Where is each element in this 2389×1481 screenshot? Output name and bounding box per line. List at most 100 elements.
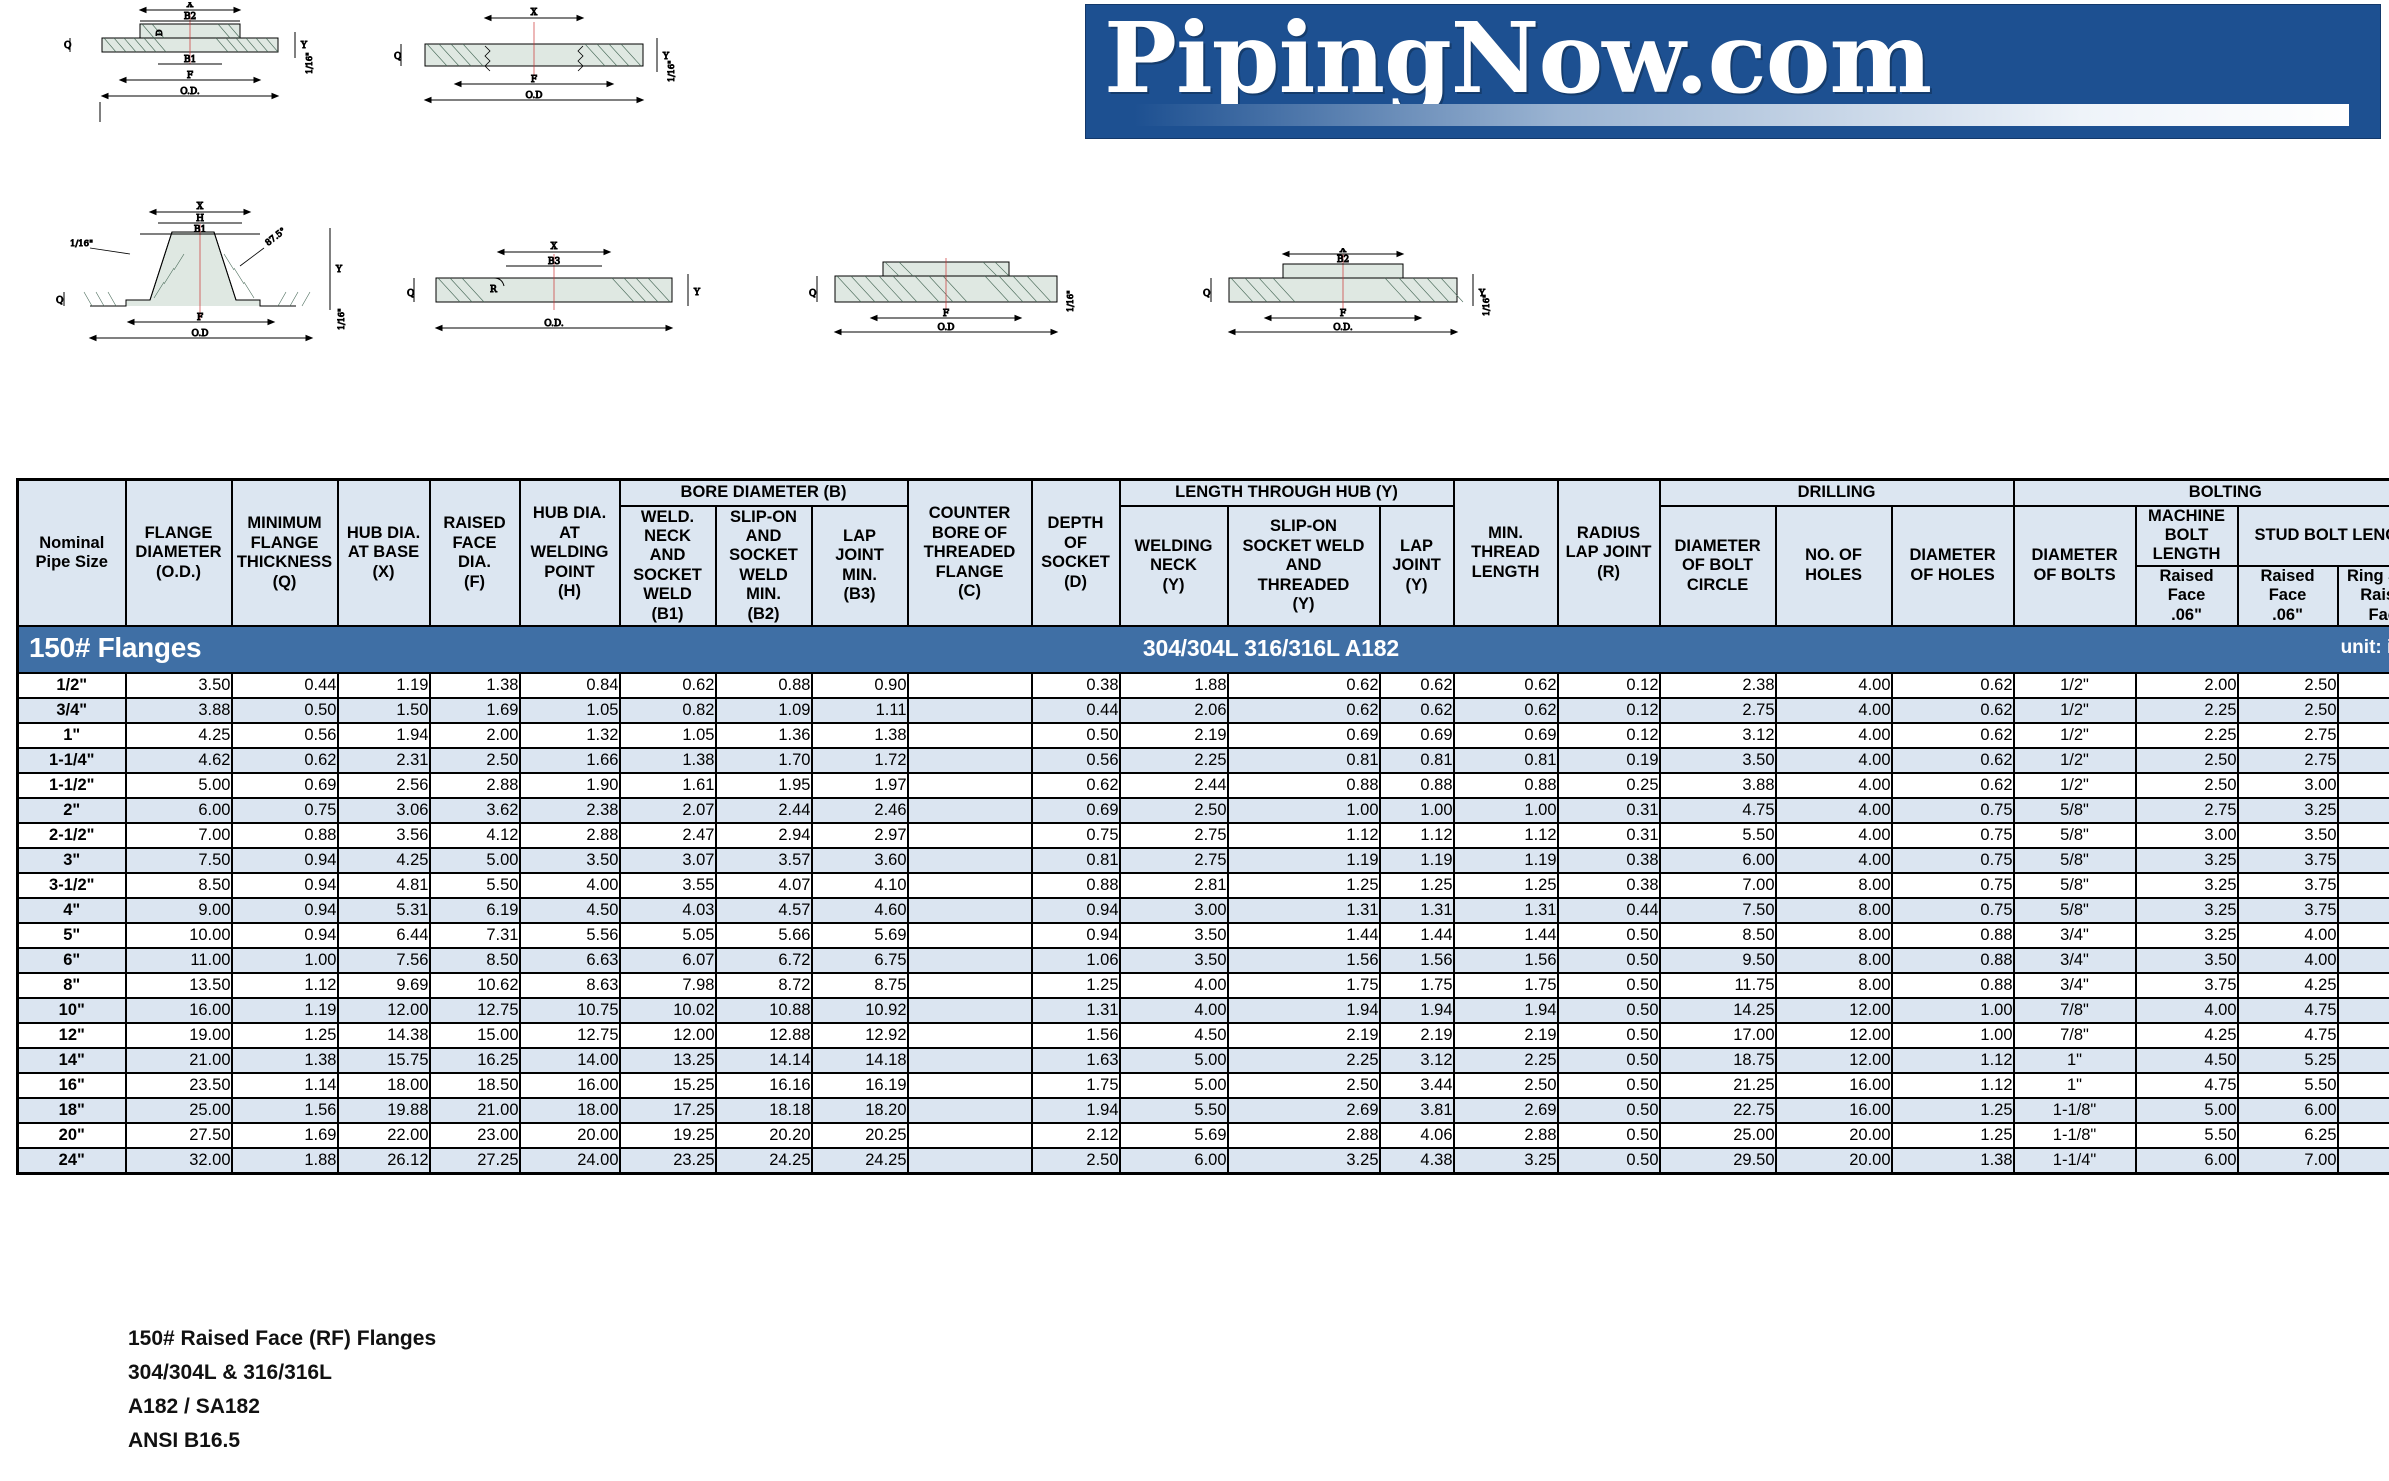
table-cell: [906, 697, 1033, 725]
table-cell: 2.50: [2236, 672, 2339, 700]
table-cell: 10.00: [124, 922, 233, 950]
table-cell: [906, 722, 1033, 750]
table-title-band: 150# Flanges unit: inch 304/304L 316/316…: [16, 625, 2389, 675]
table-cell: 2.88: [1452, 1122, 1559, 1150]
table-cell: 8.63: [518, 972, 621, 1000]
table-cell: 0.75: [1890, 822, 2015, 850]
table-cell: 2.81: [1118, 872, 1229, 900]
table-cell: 2.07: [618, 797, 717, 825]
table-cell: 3.00: [1118, 897, 1229, 925]
table-cell: 18.00: [336, 1072, 431, 1100]
svg-text:Q: Q: [407, 289, 414, 299]
table-cell: 0.88: [1378, 772, 1455, 800]
table-cell: 1.06: [1030, 947, 1121, 975]
table-cell: 0.50: [1556, 922, 1661, 950]
table-cell: 4.00: [2336, 822, 2389, 850]
table-cell: 4.25: [336, 847, 431, 875]
svg-text:B2: B2: [1337, 255, 1349, 265]
table-cell: 12.00: [618, 1022, 717, 1050]
table-row: 14" 21.00 1.38 15.75 16.25 14.00 13.25 14.14 14.…: [16, 1047, 2389, 1075]
table-cell: 8.50: [1658, 922, 1777, 950]
table-cell: 18.75: [1658, 1047, 1777, 1075]
subgroup-machine-bolt-length: MACHINE BOLT LENGTH: [2134, 504, 2239, 567]
group-bolting: BOLTING: [2012, 478, 2389, 507]
table-cell: 3.75: [2236, 897, 2339, 925]
table-cell: 9.69: [336, 972, 431, 1000]
table-cell: 1.38: [618, 747, 717, 775]
table-cell: 4.75: [2336, 972, 2389, 1000]
table-cell: 5.25: [2336, 1022, 2389, 1050]
table-cell: 12.75: [428, 997, 521, 1025]
table-cell: 6.00: [124, 797, 233, 825]
table-cell: 26.12: [336, 1147, 431, 1175]
col-bore-weld-neck-socket-weld: WELD. NECK AND SOCKET WELD (B1): [618, 504, 717, 628]
table-cell: 7.50: [124, 847, 233, 875]
table-cell: [906, 772, 1033, 800]
table-cell: 21.00: [428, 1097, 521, 1125]
table-cell: 0.69: [1452, 722, 1559, 750]
footer-line-1: 150# Raised Face (RF) Flanges: [128, 1327, 437, 1350]
table-cell: 3.50: [518, 847, 621, 875]
table-cell: 1.00: [1226, 797, 1381, 825]
table-cell: 18.00: [518, 1097, 621, 1125]
table-cell: 3.12: [1658, 722, 1777, 750]
table-cell: 2.25: [1226, 1047, 1381, 1075]
table-cell: 1.25: [1890, 1122, 2015, 1150]
table-cell: 2.00: [2134, 672, 2239, 700]
cell-nominal-pipe-size: 3/4": [16, 697, 127, 725]
table-cell: 0.62: [1452, 697, 1559, 725]
table-cell: 25.00: [1658, 1122, 1777, 1150]
table-cell: 5/8": [2012, 847, 2137, 875]
table-cell: 5.31: [336, 897, 431, 925]
footer-line-2: 304/304L & 316/316L: [128, 1361, 332, 1385]
table-cell: 0.50: [1556, 1022, 1661, 1050]
table-cell: 2.19: [1378, 1022, 1455, 1050]
table-cell: 7/8": [2012, 997, 2137, 1025]
table-cell: 6.19: [428, 897, 521, 925]
svg-text:Q: Q: [1203, 289, 1210, 299]
table-row: 1" 4.25 0.56 1.94 2.00 1.32 1.05 1.36 1.38 0.50 2.…: [16, 722, 2389, 750]
table-cell: 17.00: [1658, 1022, 1777, 1050]
col-label: Raised Face .06": [2260, 566, 2315, 624]
table-cell: 0.94: [230, 922, 339, 950]
table-cell: [906, 672, 1033, 700]
table-cell: 0.75: [1890, 797, 2015, 825]
table-cell: 2.50: [2236, 697, 2339, 725]
table-cell: 0.50: [230, 697, 339, 725]
table-cell: 2.56: [336, 772, 431, 800]
diagram-threaded-flange: X F O.D Q Y 1/16": [385, 6, 685, 126]
table-cell: 4.81: [336, 872, 431, 900]
table-cell: 1.00: [1452, 797, 1559, 825]
table-cell: 5.69: [810, 922, 909, 950]
table-cell: 1.90: [518, 772, 621, 800]
table-cell: 0.12: [1556, 697, 1661, 725]
col-label: Raised Face .06": [2159, 566, 2214, 624]
svg-text:X: X: [187, 2, 194, 10]
table-cell: 2.88: [1226, 1122, 1381, 1150]
header-sub-row-1: WELD. NECK AND SOCKET WELD (B1) SLIP-ON AND SOC…: [18, 504, 2389, 628]
pipingnow-logo[interactable]: PipingNow.com: [1085, 4, 2381, 139]
table-cell: 1.38: [810, 722, 909, 750]
table-cell: 5.56: [518, 922, 621, 950]
table-header: Nominal Pipe Size FLANGE DIAMETER (O.D.) MI…: [16, 478, 2389, 628]
table-cell: -: [2336, 672, 2389, 700]
table-cell: 14.00: [518, 1047, 621, 1075]
table-cell: 1.88: [230, 1147, 339, 1175]
table-cell: 2.50: [1118, 797, 1229, 825]
table-cell: 1.38: [1890, 1147, 2015, 1175]
cell-nominal-pipe-size: 24": [16, 1147, 127, 1175]
table-cell: 0.88: [1030, 872, 1121, 900]
table-cell: 2.69: [1452, 1097, 1559, 1125]
table-cell: 1/2": [2012, 697, 2137, 725]
table-cell: 2.75: [2134, 797, 2239, 825]
table-cell: 0.56: [230, 722, 339, 750]
col-stud-bolt-ring-joint-raised-face: Ring JointRaisedFace: [2336, 564, 2389, 628]
table-cell: 0.75: [1890, 872, 2015, 900]
table-cell: 0.88: [1226, 772, 1381, 800]
col-hub-dia-at-welding-point: HUB DIA. AT WELDING POINT (H): [518, 478, 621, 628]
table-cell: [906, 922, 1033, 950]
table-row: 3/4" 3.88 0.50 1.50 1.69 1.05 0.82 1.09 1.11 0.44…: [16, 697, 2389, 725]
table-cell: 0.81: [1378, 747, 1455, 775]
col-label: HUB DIA. AT BASE (X): [346, 523, 421, 581]
table-cell: 2.50: [2134, 747, 2239, 775]
